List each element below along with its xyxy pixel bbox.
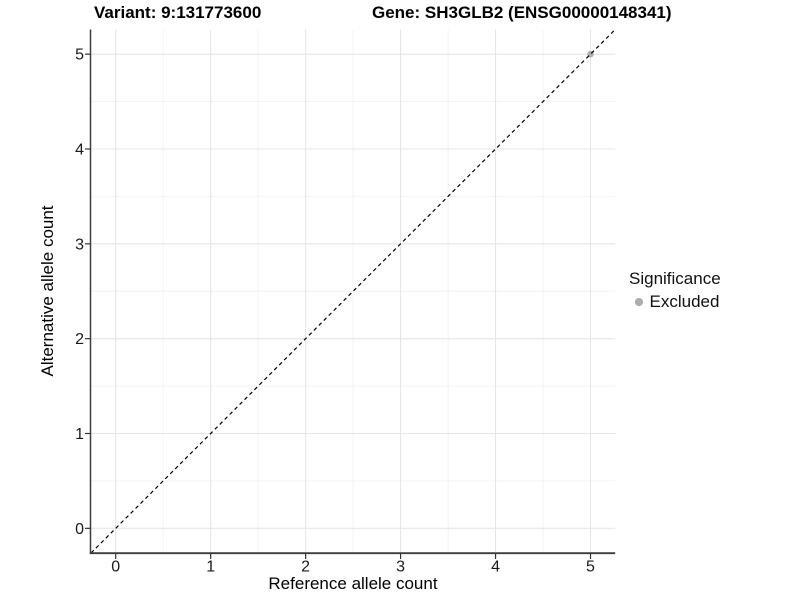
- y-tick-label: 0: [75, 521, 84, 538]
- major-gridlines: [91, 29, 616, 553]
- axis-lines: [89, 29, 616, 555]
- minor-gridlines: [91, 29, 616, 553]
- legend-items: Excluded: [629, 292, 721, 312]
- x-tick-label: 5: [586, 559, 595, 576]
- y-tick-label: 3: [75, 236, 84, 253]
- legend-title: Significance: [629, 269, 721, 288]
- identity-reference-line: [90, 29, 616, 554]
- x-tick-label: 1: [206, 559, 215, 576]
- y-axis-tick-labels: 0 1 2 3 4 5: [75, 47, 84, 538]
- y-tick-label: 2: [75, 331, 84, 348]
- legend-item-label: Excluded: [649, 292, 720, 311]
- variant-title: Variant: 9:131773600: [94, 3, 262, 22]
- legend: Significance Excluded: [629, 269, 721, 312]
- y-tick-label: 1: [75, 426, 84, 443]
- reference-line: [90, 29, 616, 554]
- gene-title: Gene: SH3GLB2 (ENSG00000148341): [372, 3, 672, 22]
- x-axis-title: Reference allele count: [268, 574, 437, 593]
- y-tick-label: 5: [75, 47, 84, 64]
- x-tick-label: 4: [491, 559, 500, 576]
- x-tick-label: 0: [111, 559, 120, 576]
- legend-item: Excluded: [629, 292, 721, 312]
- legend-key-circle-icon: [635, 298, 643, 306]
- x-axis-tick-labels: 0 1 2 3 4 5: [111, 559, 595, 576]
- y-axis-title: Alternative allele count: [38, 205, 57, 376]
- x-tick-label: 2: [301, 559, 310, 576]
- tick-marks: [85, 53, 592, 559]
- y-tick-label: 4: [75, 141, 84, 158]
- x-tick-label: 3: [396, 559, 405, 576]
